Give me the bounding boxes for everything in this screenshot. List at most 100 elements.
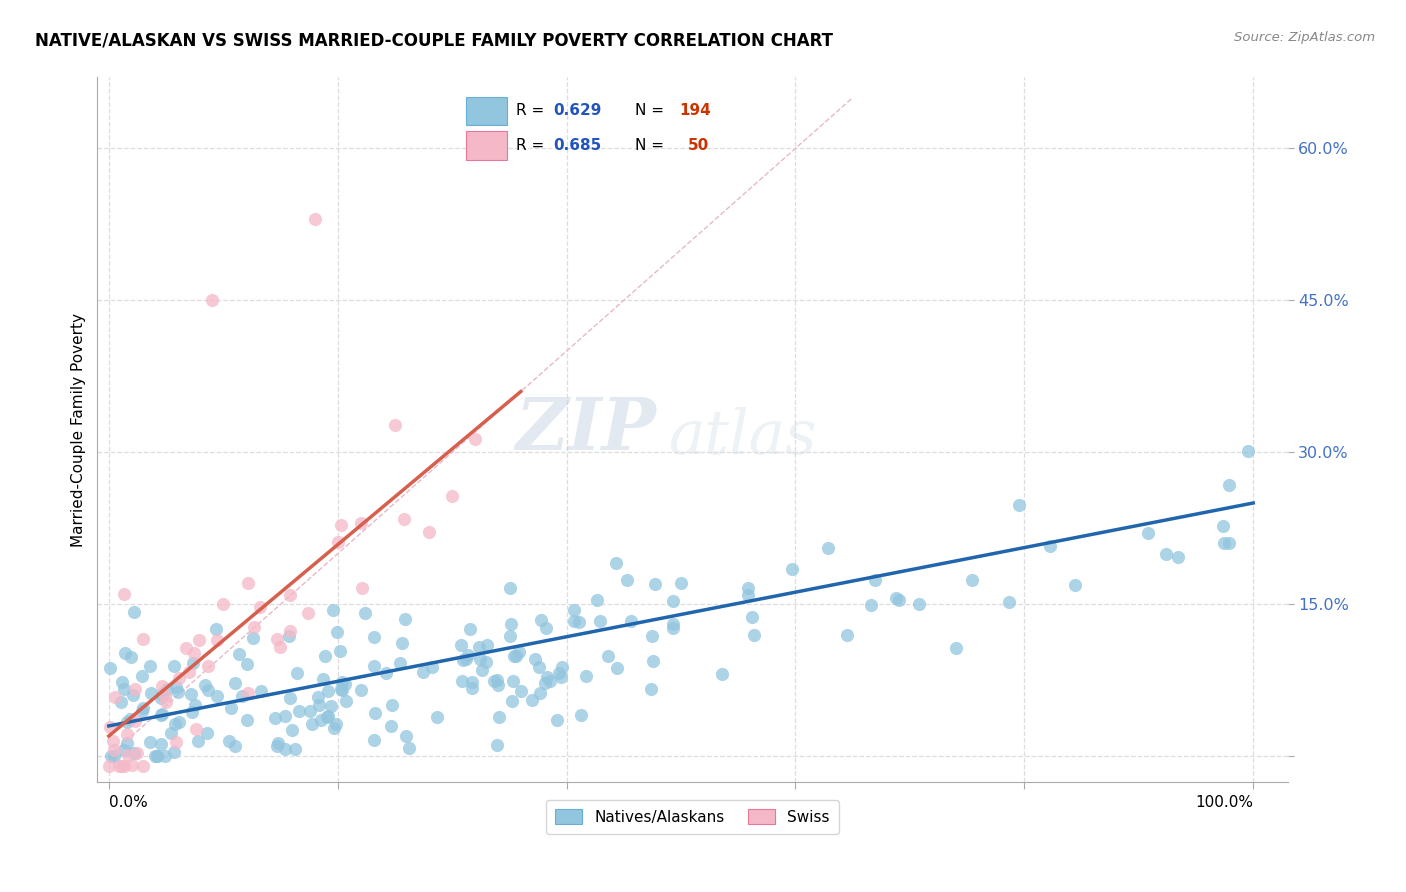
Point [392,512,415,526]
Point [780,562,803,576]
Point [1039,539,1062,553]
Point [304,212,326,227]
Point [349,516,371,530]
Point [297,606,319,620]
Point [1218,536,1240,550]
Point [461,675,484,690]
Point [146,749,169,764]
Point [363,659,385,673]
Point [474,656,496,670]
Point [120,650,142,665]
Point [301,717,323,731]
Point [569,707,592,722]
Point [1154,547,1177,561]
Point [187,733,209,747]
Point [228,648,250,662]
Point [426,710,449,724]
Point [308,698,330,712]
Point [112,759,135,773]
Point [326,625,349,640]
Point [1136,525,1159,540]
Point [640,681,662,696]
Point [350,682,373,697]
Point [287,704,309,718]
Point [863,573,886,587]
Point [150,679,173,693]
Point [412,665,434,679]
Point [562,614,585,628]
Point [616,573,638,587]
Point [187,632,209,647]
Point [194,678,217,692]
Point [450,638,472,652]
Point [817,541,839,555]
Point [165,735,187,749]
Point [998,595,1021,609]
Point [155,749,177,764]
Point [318,684,340,698]
Point [457,648,479,662]
Point [669,576,692,591]
Point [381,698,404,713]
Point [167,715,190,730]
Point [115,727,138,741]
Point [121,758,143,772]
Point [908,597,931,611]
Point [207,689,229,703]
Point [98,661,121,675]
Point [384,417,406,432]
Point [179,665,201,679]
Point [219,701,242,715]
Point [103,749,125,764]
Point [122,605,145,619]
Point [165,680,187,694]
Point [249,600,271,615]
Point [884,591,907,606]
Point [641,629,664,643]
Point [329,681,352,696]
Point [550,669,572,683]
Point [218,734,240,748]
Point [111,674,134,689]
Point [114,743,136,757]
Point [333,677,356,691]
Point [110,695,132,709]
Point [860,599,883,613]
Legend: Natives/Alaskans, Swiss: Natives/Alaskans, Swiss [546,799,839,834]
Point [1212,518,1234,533]
Point [184,698,207,713]
Point [149,737,172,751]
Point [335,693,357,707]
Point [375,665,398,680]
Point [269,640,291,654]
Point [101,733,124,747]
Point [250,684,273,698]
Point [278,624,301,638]
Point [184,723,207,737]
Point [180,706,202,720]
Point [529,660,551,674]
Point [201,293,224,308]
Point [499,629,522,643]
Point [329,644,352,658]
Point [131,669,153,683]
Point [389,656,412,670]
Point [538,674,561,689]
Point [945,641,967,656]
Point [889,592,911,607]
Point [139,735,162,749]
Point [224,676,246,690]
Point [266,632,288,647]
Point [125,747,148,761]
Point [960,573,983,587]
Text: Source: ZipAtlas.com: Source: ZipAtlas.com [1234,31,1375,45]
Point [183,646,205,660]
Point [330,682,353,697]
Point [529,685,551,699]
Point [536,669,558,683]
Point [711,667,734,681]
Point [546,713,568,727]
Point [284,742,307,756]
Point [586,592,609,607]
Point [212,597,235,611]
